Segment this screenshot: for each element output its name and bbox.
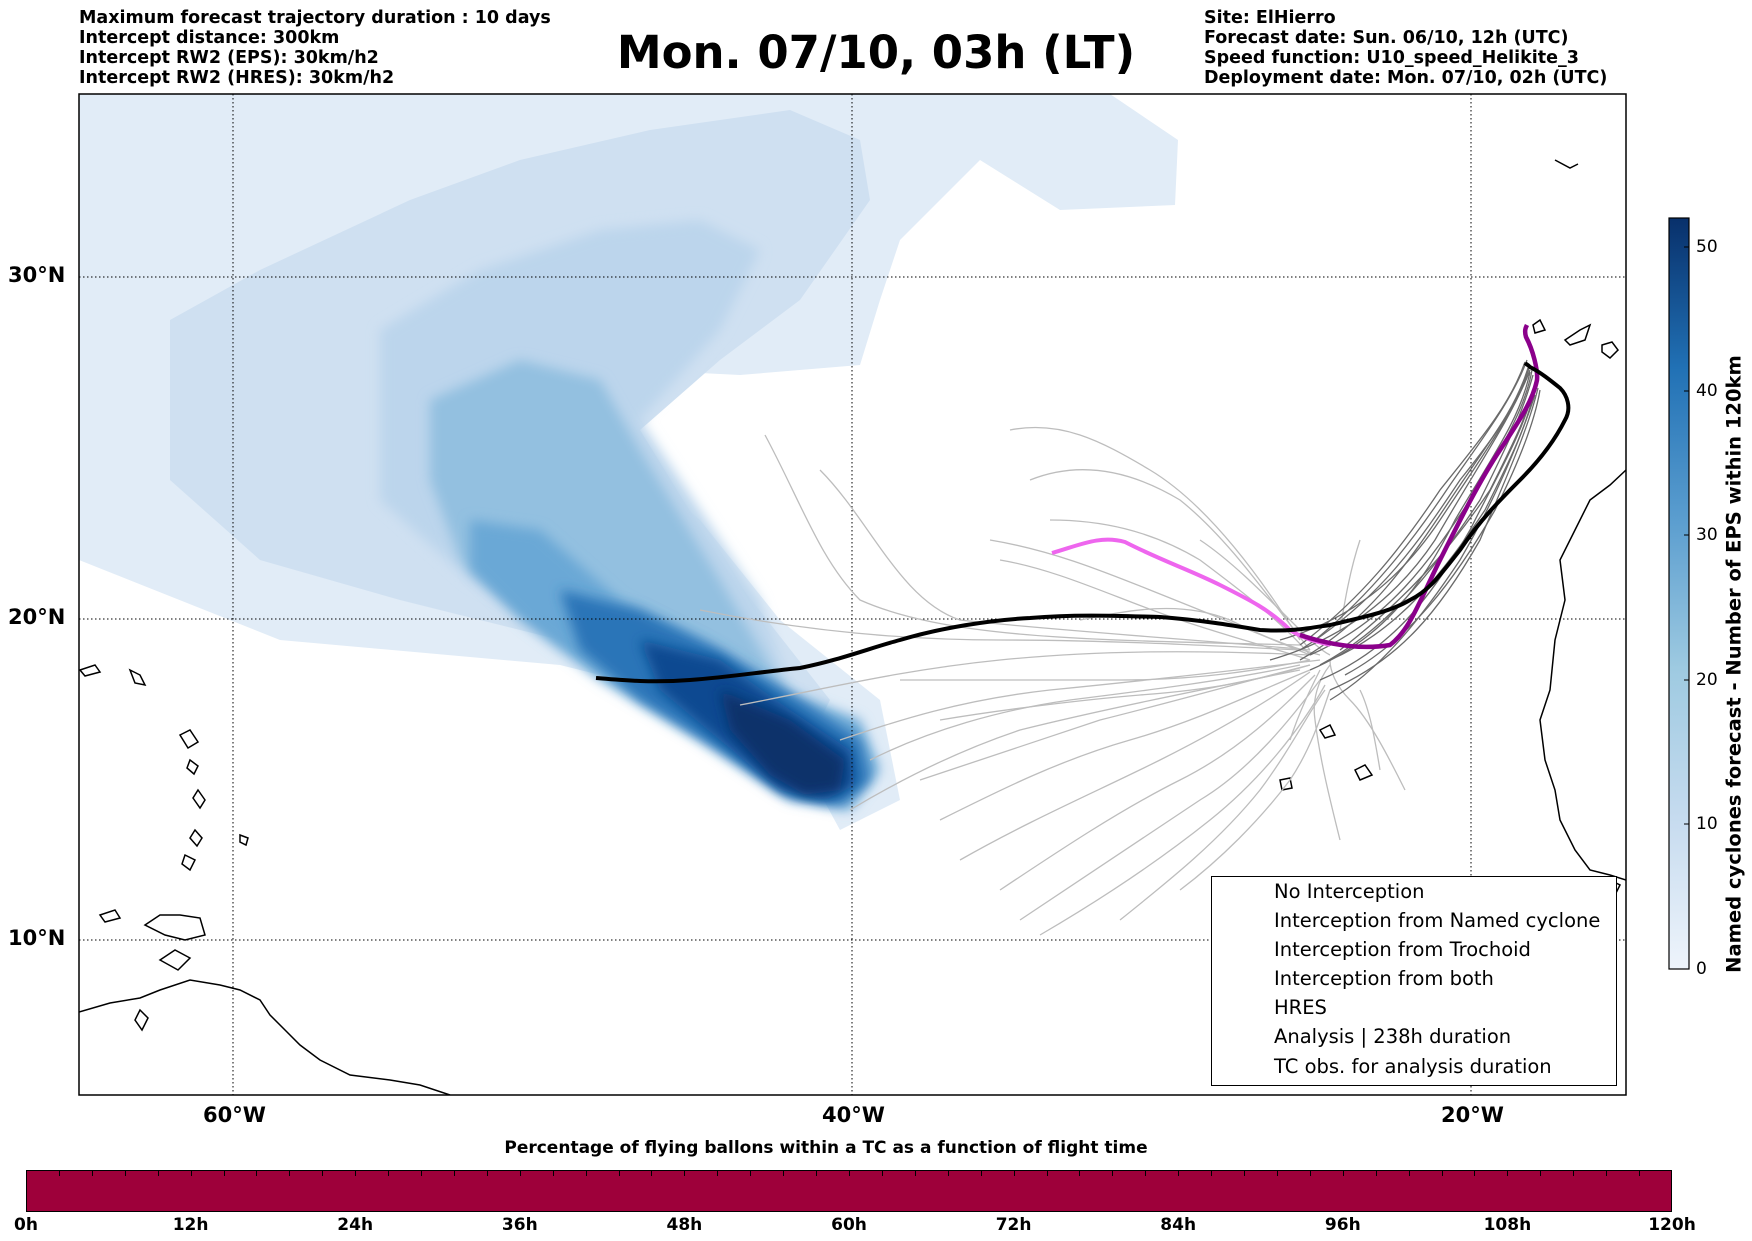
timebar-minor-tick: [1047, 1171, 1048, 1176]
timebar-minor-tick: [1079, 1171, 1080, 1176]
colorbar-tick-label: 10: [1696, 814, 1718, 834]
timebar-minor-tick: [289, 1171, 290, 1176]
timebar-minor-tick: [684, 1171, 685, 1176]
lat-label-30n: 30°N: [8, 263, 65, 287]
timebar-minor-tick: [1573, 1171, 1574, 1176]
timebar-tick-label: 72h: [996, 1215, 1032, 1235]
header-right-line-2: Forecast date: Sun. 06/10, 12h (UTC): [1204, 28, 1607, 48]
timebar-minor-tick: [1112, 1171, 1113, 1176]
timebar-minor-tick: [882, 1171, 883, 1176]
legend-label: Analysis | 238h duration: [1274, 1025, 1511, 1048]
timebar-minor-tick: [651, 1171, 652, 1176]
lat-label-20n: 20°N: [8, 605, 65, 629]
timebar-tick-label: 36h: [502, 1215, 538, 1235]
legend-label: No Interception: [1274, 880, 1425, 903]
timebar-minor-tick: [454, 1171, 455, 1176]
timebar-minor-tick: [355, 1171, 356, 1176]
legend-item-hres: HRES: [1212, 993, 1616, 1022]
timebar-title: Percentage of flying ballons within a TC…: [116, 1138, 1536, 1158]
timebar-minor-tick: [1376, 1171, 1377, 1176]
colorbar-tick-label: 20: [1696, 670, 1718, 690]
timebar-minor-tick: [1211, 1171, 1212, 1176]
timebar-minor-tick: [125, 1171, 126, 1176]
header-left-line-1: Maximum forecast trajectory duration : 1…: [79, 8, 551, 28]
timebar-minor-tick: [717, 1171, 718, 1176]
timebar-minor-tick: [92, 1171, 93, 1176]
lon-label-60w: 60°W: [203, 1103, 266, 1127]
timebar-minor-tick: [1442, 1171, 1443, 1176]
colorbar: [1669, 218, 1689, 969]
timebar-minor-tick: [1310, 1171, 1311, 1176]
legend-item-named-cyclone: Interception from Named cyclone: [1212, 906, 1616, 935]
timebar-minor-tick: [256, 1171, 257, 1176]
timebar-minor-tick: [849, 1171, 850, 1176]
timebar-minor-tick: [388, 1171, 389, 1176]
colorbar-tick-label: 50: [1696, 237, 1718, 257]
timebar-minor-tick: [948, 1171, 949, 1176]
timebar-minor-tick: [59, 1171, 60, 1176]
timebar-minor-tick: [750, 1171, 751, 1176]
timebar-minor-tick: [1507, 1171, 1508, 1176]
timebar-minor-tick: [322, 1171, 323, 1176]
timebar-tick-label: 24h: [337, 1215, 373, 1235]
header-right-line-4: Deployment date: Mon. 07/10, 02h (UTC): [1204, 68, 1607, 88]
timebar-minor-tick: [915, 1171, 916, 1176]
timebar-tick-label: 48h: [667, 1215, 703, 1235]
timebar-minor-tick: [158, 1171, 159, 1176]
legend: No Interception Interception from Named …: [1211, 876, 1617, 1086]
timebar-minor-tick: [1606, 1171, 1607, 1176]
colorbar-tick-label: 30: [1696, 525, 1718, 545]
colorbar-tick-label: 0: [1696, 959, 1707, 979]
legend-item-both: Interception from both: [1212, 964, 1616, 993]
legend-item-tc-obs: TC obs. for analysis duration: [1212, 1052, 1616, 1081]
legend-item-trochoid: Interception from Trochoid: [1212, 935, 1616, 964]
legend-item-no-interception: No Interception: [1212, 877, 1616, 906]
timebar-minor-tick: [816, 1171, 817, 1176]
lon-label-20w: 20°W: [1441, 1103, 1504, 1127]
timebar-minor-tick: [1277, 1171, 1278, 1176]
timebar-minor-tick: [487, 1171, 488, 1176]
timebar-minor-tick: [586, 1171, 587, 1176]
legend-label: HRES: [1274, 996, 1327, 1019]
legend-label: Interception from Trochoid: [1274, 938, 1531, 961]
legend-label: Interception from both: [1274, 967, 1494, 990]
timebar-minor-tick: [619, 1171, 620, 1176]
legend-label: TC obs. for analysis duration: [1274, 1055, 1552, 1078]
colorbar-tick-label: 40: [1696, 381, 1718, 401]
timebar-minor-tick: [1145, 1171, 1146, 1176]
legend-item-analysis: Analysis | 238h duration: [1212, 1022, 1616, 1051]
timebar-tick-label: 96h: [1325, 1215, 1361, 1235]
timebar-minor-tick: [421, 1171, 422, 1176]
timebar-minor-tick: [981, 1171, 982, 1176]
timebar-tick-label: 0h: [14, 1215, 38, 1235]
header-right-line-1: Site: ElHierro: [1204, 8, 1607, 28]
timebar-tick-label: 120h: [1648, 1215, 1696, 1235]
timebar-tick-label: 12h: [173, 1215, 209, 1235]
timebar-tick-label: 108h: [1484, 1215, 1532, 1235]
timebar-minor-tick: [224, 1171, 225, 1176]
timebar-minor-tick: [1014, 1171, 1015, 1176]
timebar-minor-tick: [1639, 1171, 1640, 1176]
timebar-minor-tick: [1178, 1171, 1179, 1176]
lat-label-10n: 10°N: [8, 926, 65, 950]
timebar-minor-tick: [1343, 1171, 1344, 1176]
header-right: Site: ElHierro Forecast date: Sun. 06/10…: [1204, 8, 1607, 88]
legend-label: Interception from Named cyclone: [1274, 909, 1600, 932]
timebar-minor-tick: [1244, 1171, 1245, 1176]
lon-label-40w: 40°W: [822, 1103, 885, 1127]
timebar-tick-label: 60h: [831, 1215, 867, 1235]
timebar-minor-tick: [553, 1171, 554, 1176]
colorbar-label: Named cyclones forecast - Number of EPS …: [1723, 355, 1746, 973]
header-right-line-3: Speed function: U10_speed_Helikite_3: [1204, 48, 1607, 68]
timebar-minor-tick: [1409, 1171, 1410, 1176]
timebar-minor-tick: [783, 1171, 784, 1176]
timebar-minor-tick: [520, 1171, 521, 1176]
timebar-minor-tick: [1474, 1171, 1475, 1176]
timebar-minor-tick: [1540, 1171, 1541, 1176]
timebar: [26, 1170, 1672, 1212]
timebar-minor-tick: [191, 1171, 192, 1176]
timebar-tick-label: 84h: [1160, 1215, 1196, 1235]
